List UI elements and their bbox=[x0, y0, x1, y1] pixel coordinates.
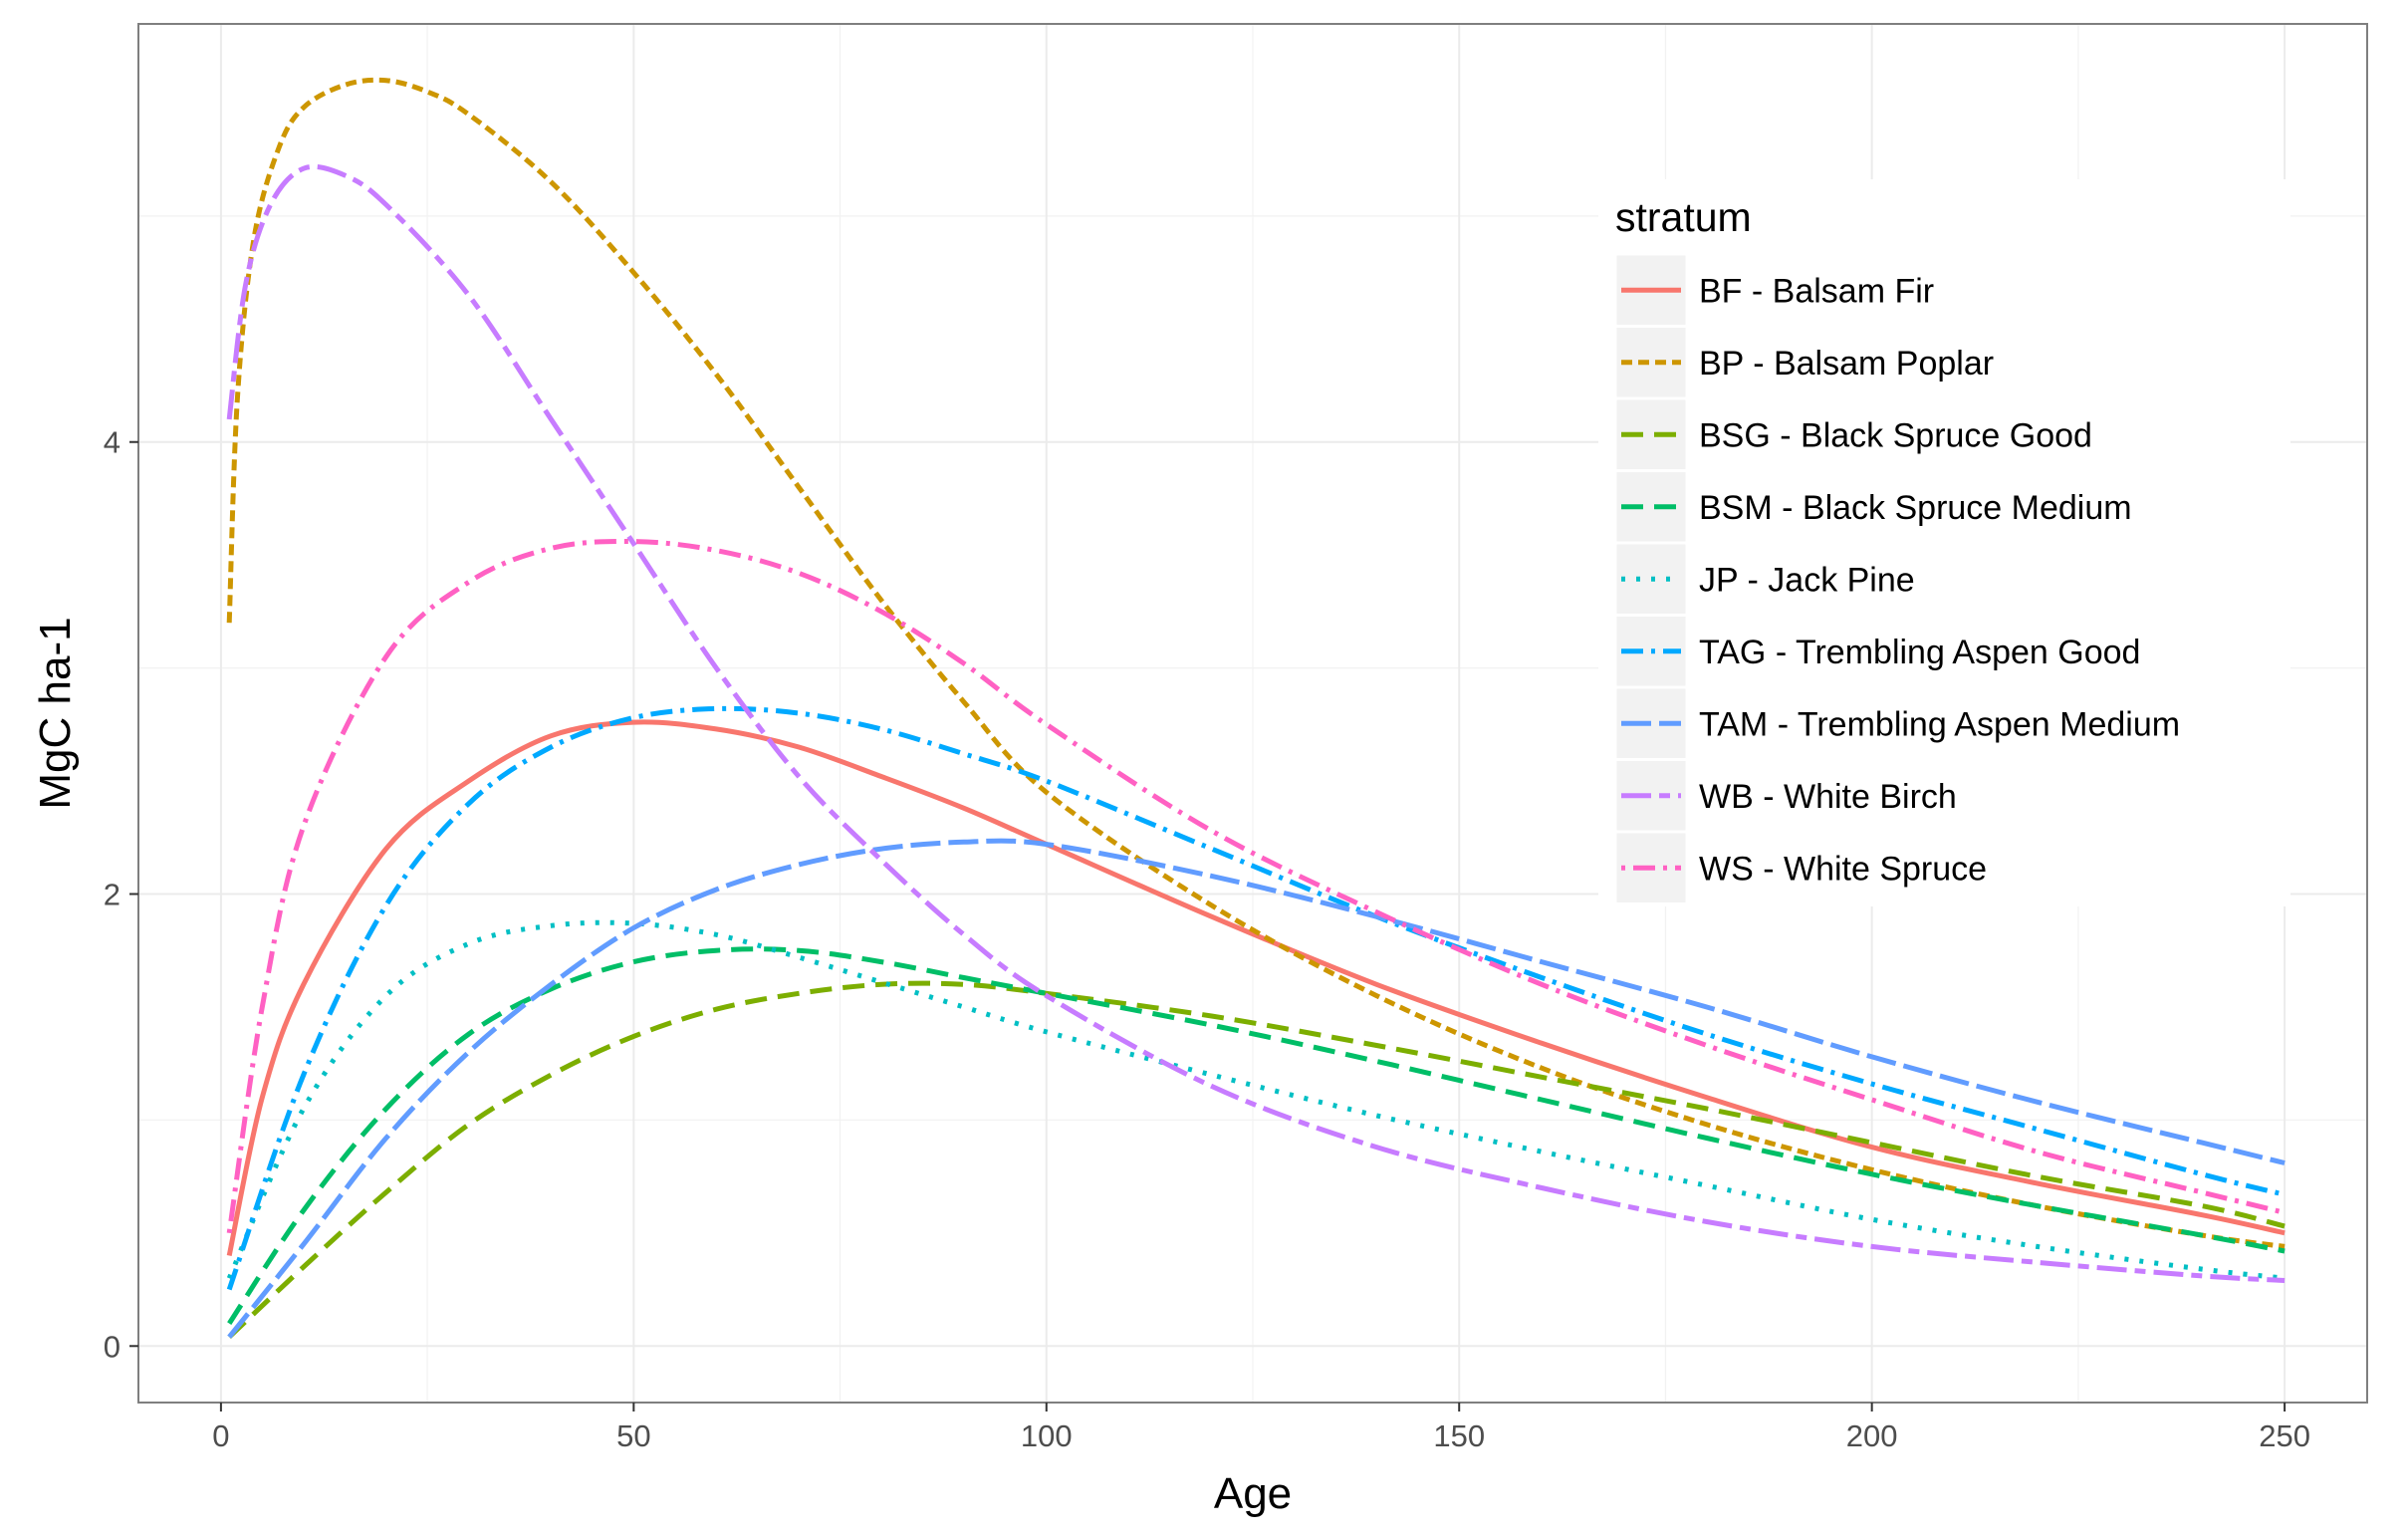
x-tick-label: 200 bbox=[1846, 1418, 1898, 1453]
y-tick-label: 4 bbox=[104, 425, 120, 460]
y-tick-label: 0 bbox=[104, 1329, 120, 1364]
series-line-bsg bbox=[227, 980, 2286, 1340]
legend-items: BF - Balsam Fir BP - Balsam Poplar BSG - B… bbox=[1613, 252, 2180, 905]
legend-label-tam: TAM - Trembling Aspen Medium bbox=[1699, 705, 2180, 743]
legend-label-bf: BF - Balsam Fir bbox=[1699, 272, 1934, 310]
legend-label-bp: BP - Balsam Poplar bbox=[1699, 345, 1994, 383]
legend-label-bsg: BSG - Black Spruce Good bbox=[1699, 416, 2092, 454]
y-tick-label: 2 bbox=[104, 878, 120, 912]
series-lines bbox=[226, 77, 2286, 1340]
legend-label-jp: JP - Jack Pine bbox=[1699, 561, 1915, 599]
axis-ticks: 0 50 100 150 200 250 0 2 4 bbox=[104, 425, 2310, 1453]
plot-border bbox=[137, 23, 2368, 1404]
x-tick-label: 0 bbox=[212, 1418, 229, 1453]
series-line-tag bbox=[226, 705, 2286, 1291]
series-line-tam bbox=[227, 838, 2286, 1339]
x-tick-label: 100 bbox=[1021, 1418, 1073, 1453]
legend-label-tag: TAG - Trembling Aspen Good bbox=[1699, 634, 2140, 671]
series-line-wb bbox=[226, 163, 2286, 1283]
legend-label-ws: WS - White Spruce bbox=[1699, 850, 1987, 888]
legend-background bbox=[1598, 179, 2290, 906]
x-tick-label: 150 bbox=[1433, 1418, 1485, 1453]
y-axis-title: MgC ha-1 bbox=[31, 617, 80, 809]
legend-title: stratum bbox=[1615, 194, 1752, 240]
x-tick-label: 50 bbox=[616, 1418, 650, 1453]
gridlines bbox=[138, 24, 2367, 1403]
legend-label-bsm: BSM - Black Spruce Medium bbox=[1699, 489, 2132, 527]
x-axis-title: Age bbox=[1214, 1469, 1292, 1518]
series-line-bf bbox=[226, 719, 2286, 1257]
x-tick-label: 250 bbox=[2259, 1418, 2310, 1453]
series-line-ws bbox=[226, 539, 2286, 1234]
legend-label-wb: WB - White Birch bbox=[1699, 778, 1957, 816]
series-line-bp bbox=[226, 77, 2286, 1249]
legend: stratum BF - Balsam Fir BP - Balsam Popla… bbox=[1598, 179, 2290, 906]
legend-key-box bbox=[1613, 541, 1689, 617]
